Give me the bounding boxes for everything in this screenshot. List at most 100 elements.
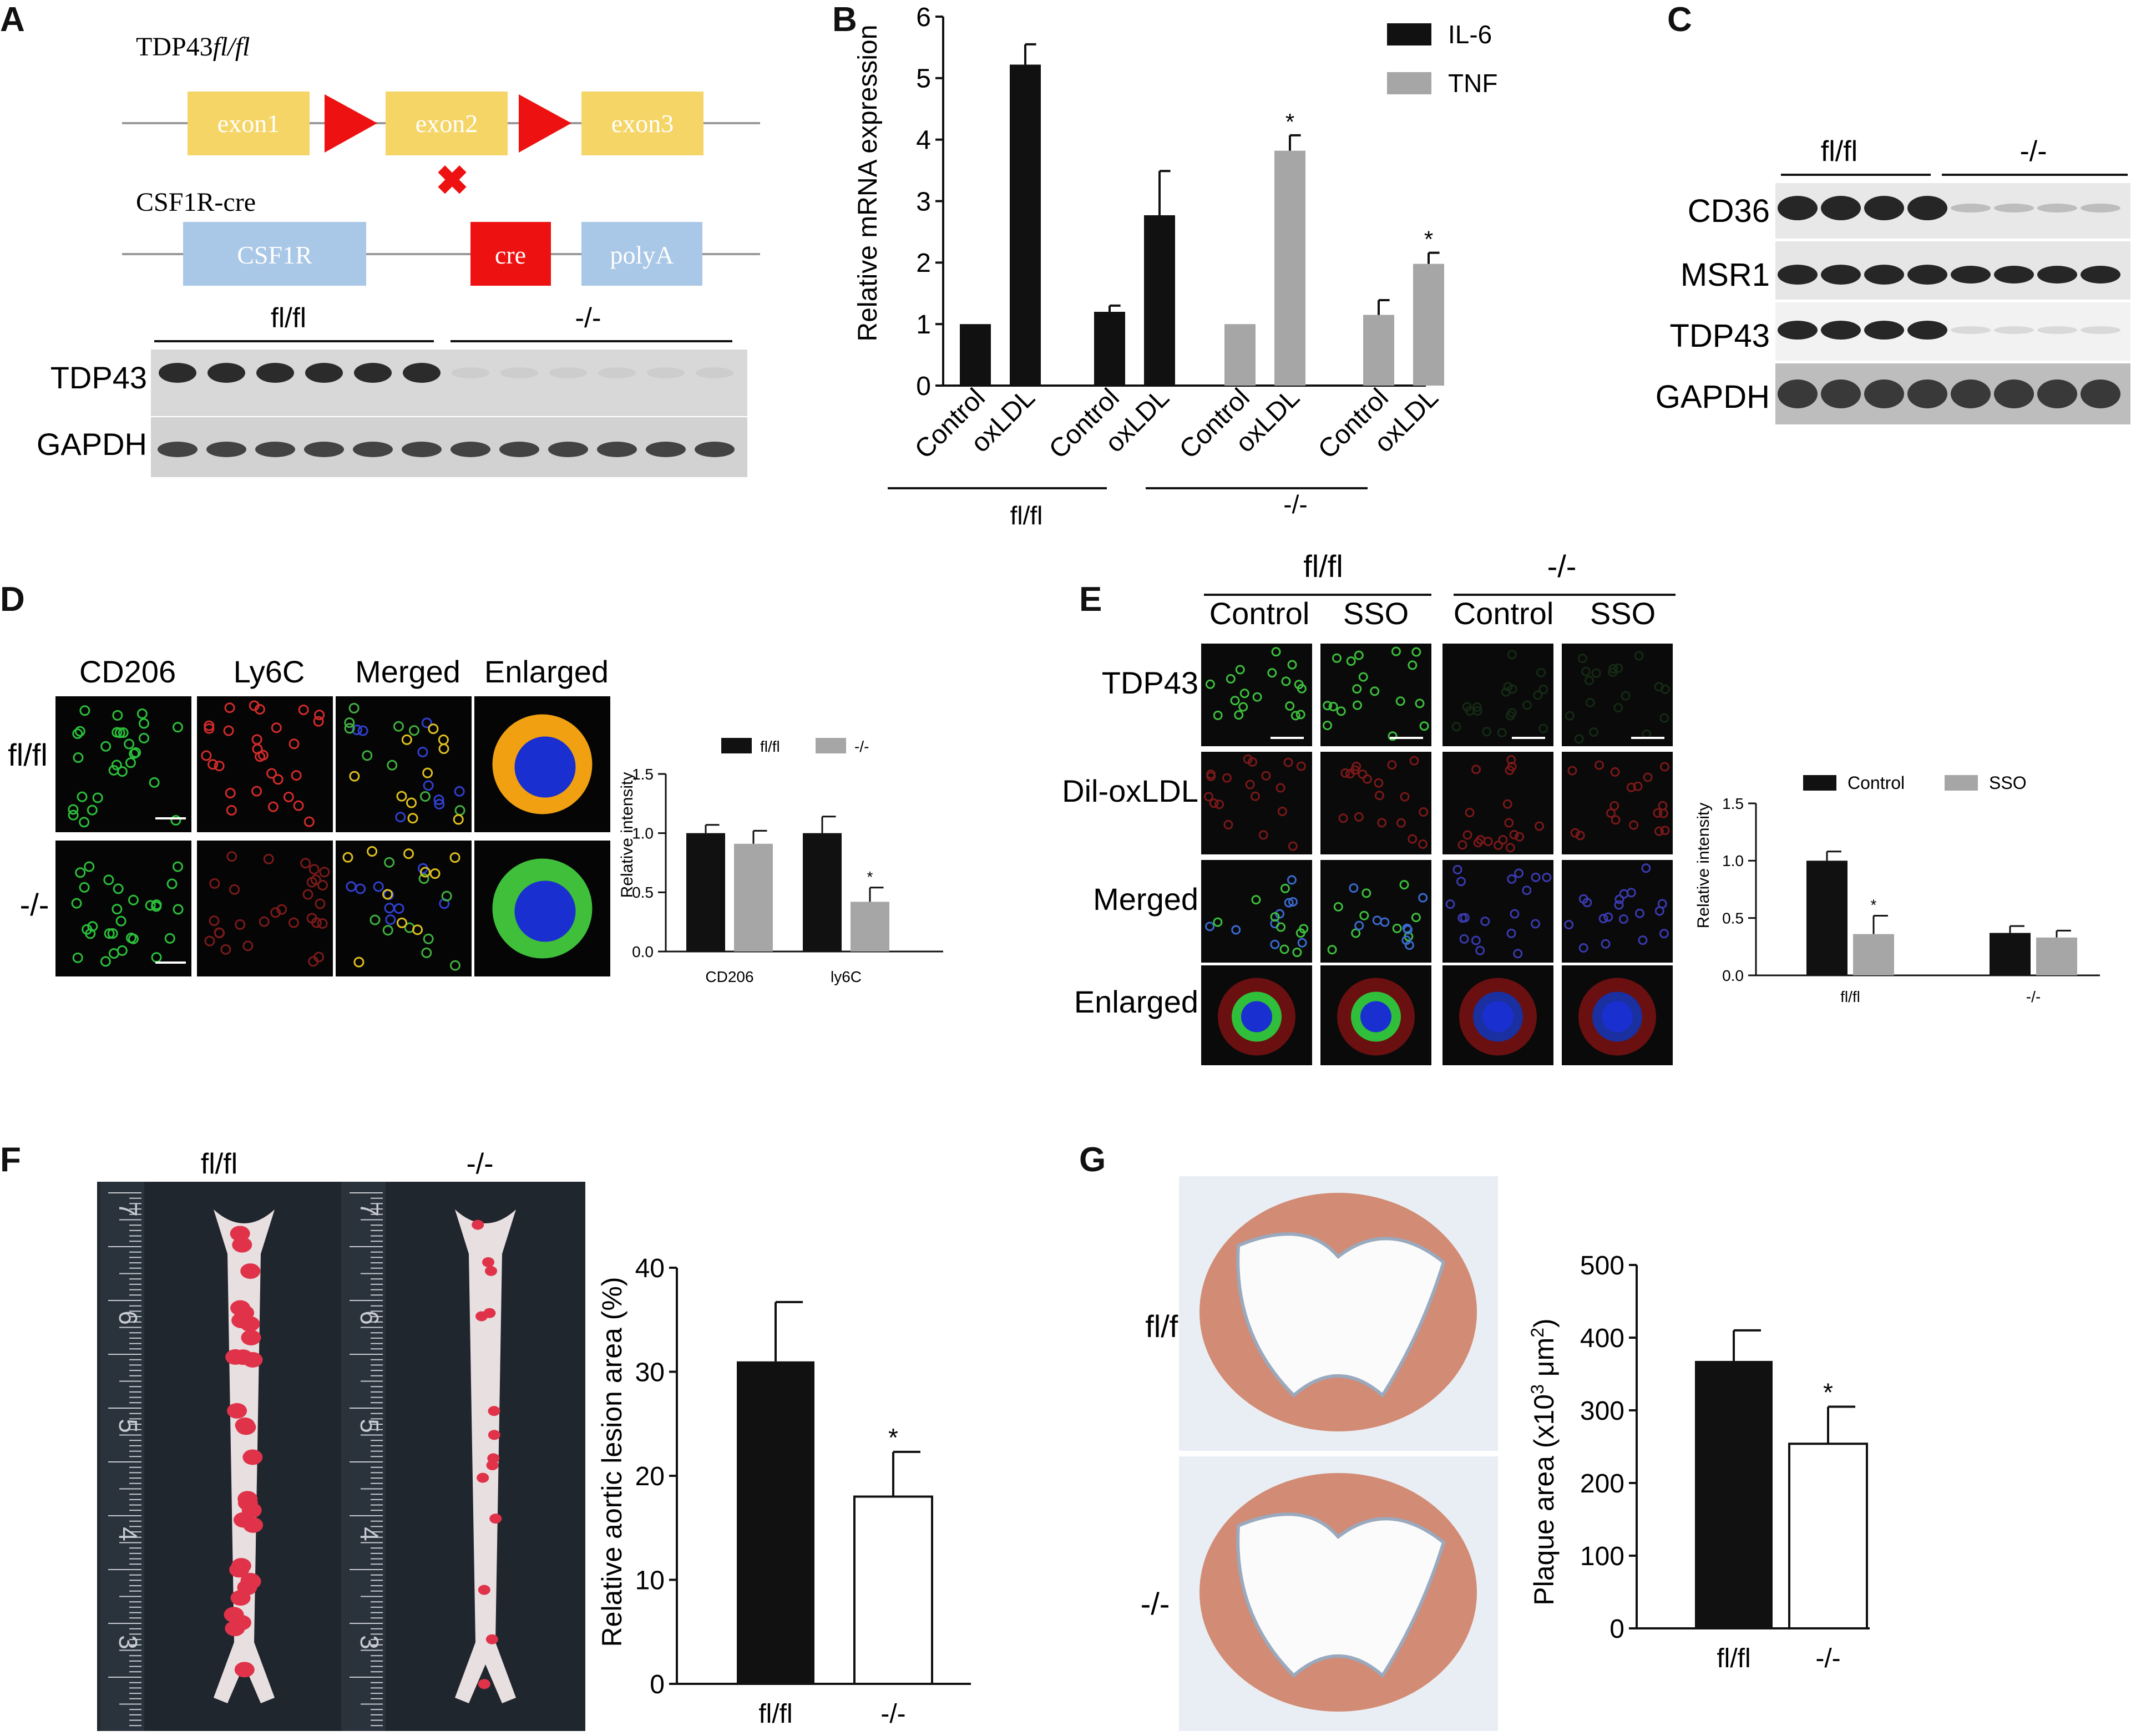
micro-d-cell: [349, 771, 360, 782]
photo-f-ruler-number: 6: [355, 1310, 384, 1325]
micro-d-cell: [393, 721, 404, 732]
micro-e-cell: [1445, 899, 1455, 909]
blot-c-band: [1778, 379, 1818, 408]
micro-d-cell: [419, 867, 431, 878]
micro-e-cell: [1591, 668, 1601, 678]
micro-e-cell: [1654, 826, 1664, 836]
csf1r-box: [183, 222, 366, 286]
micro-e-row-diloxldl: Dil-oxLDL: [1062, 773, 1198, 808]
micro-e-cell: [1226, 674, 1236, 684]
micro-e-cell: [1456, 877, 1466, 887]
blot-a-tdp43-band: [305, 363, 343, 383]
photo-f-lesion: [472, 1219, 484, 1230]
micro-e-cell: [1297, 684, 1307, 694]
micro-e-cell: [1513, 949, 1523, 959]
chart-b-y-tick-label: 3: [916, 187, 931, 216]
micro-e-cell: [1387, 760, 1397, 770]
micro-e-cell: [1531, 872, 1541, 882]
micro-d-row-flfl: fl/fl: [8, 737, 48, 772]
chart-d-legend-swatch: [721, 738, 752, 753]
chart-e-legend-swatch: [1945, 775, 1978, 791]
photo-f-lesion: [231, 1313, 252, 1329]
photo-f-lesion: [234, 1662, 255, 1678]
blot-c-band: [1778, 196, 1818, 220]
photo-f-lesion: [232, 1237, 252, 1253]
blot-c-row-msr1: MSR1: [1681, 257, 1770, 293]
panel-label-a: A: [0, 1, 25, 39]
micro-d-enlarged-nucleus: [514, 736, 576, 798]
blot-a-row-tdp43: TDP43: [50, 360, 147, 395]
micro-d-cell: [220, 944, 231, 955]
chart-b-bar: [1094, 312, 1125, 386]
micro-d-cell: [367, 846, 378, 857]
micro-d-cell: [313, 951, 325, 963]
micro-d-cell: [103, 874, 114, 885]
micro-d-cell: [342, 852, 353, 863]
photo-f-ruler-number: 5: [355, 1419, 384, 1433]
micro-e-cell: [1621, 691, 1631, 701]
panel-f-chart: Relative aortic lesion area (%) 0 10 20 30 4…: [599, 1254, 971, 1729]
micro-d-cell: [408, 725, 419, 736]
micro-e-cell: [1626, 888, 1636, 898]
micro-e-cell: [1270, 912, 1280, 922]
micro-d-cell: [396, 791, 407, 802]
micro-d-cell: [362, 750, 373, 761]
micro-d-cell: [201, 750, 212, 761]
micro-d-cell: [395, 812, 406, 823]
chart-b-legend-tnf: TNF: [1448, 69, 1497, 98]
polya-box: [581, 222, 702, 286]
photo-f-lesion: [240, 1263, 261, 1279]
micro-d-cell: [429, 868, 441, 879]
micro-e-cell: [1582, 898, 1592, 908]
micro-d-cell: [453, 814, 464, 825]
micro-d-cell: [438, 743, 449, 755]
micro-e-cell: [1570, 828, 1580, 838]
micro-d-cell: [434, 798, 445, 809]
micro-e-cell: [1507, 874, 1517, 884]
micro-e-tiles: [1201, 644, 1673, 1065]
micro-d-cell: [288, 738, 300, 750]
chart-b-bar: [1413, 264, 1444, 386]
chart-g-y-tick-label: 500: [1580, 1251, 1624, 1281]
blot-a-tdp43-strip: [151, 350, 747, 416]
micro-d-cell: [370, 914, 381, 925]
blot-c-group-ko: -/-: [2019, 135, 2047, 168]
micro-e-cell: [1567, 766, 1577, 776]
blot-c-band: [1907, 379, 1947, 408]
micro-d-cell: [207, 759, 219, 770]
micro-e-cell: [1465, 808, 1475, 818]
chart-e-bar: [1990, 933, 2031, 975]
micro-e-cell: [1452, 864, 1462, 874]
panel-g-histology: fl/fl -/-: [1141, 1176, 1498, 1731]
micro-e-cell: [1245, 780, 1255, 789]
micro-d-cell: [291, 770, 302, 781]
micro-d-cell: [124, 738, 135, 750]
micro-e-tile: [1201, 860, 1312, 963]
micro-d-col-merged: Merged: [355, 654, 460, 689]
micro-e-cell: [1659, 713, 1669, 723]
chart-e-y-tick-label: 1.0: [1722, 852, 1744, 869]
micro-d-cell: [72, 728, 83, 739]
micro-e-cell: [1531, 919, 1541, 929]
blot-c-band: [2037, 379, 2077, 408]
chart-e-ylabel: Relative intensity: [1694, 803, 1713, 929]
micro-d-cell: [270, 907, 281, 918]
micro-d-tiles: [55, 696, 610, 976]
chart-d-bar: [803, 833, 842, 951]
micro-e-cell: [1595, 760, 1604, 770]
panel-g-chart: Plaque area (x103 μm2) 0 100 200 300 400 500 f…: [1527, 1251, 1870, 1673]
blot-c-band: [2081, 326, 2120, 334]
micro-d-cell: [242, 940, 254, 951]
micro-e-cell: [1506, 928, 1516, 938]
chart-d-legend-label: fl/fl: [760, 738, 780, 755]
micro-e-cell: [1238, 702, 1248, 712]
micro-d-cell: [317, 879, 328, 890]
micro-d-cell: [423, 780, 434, 791]
blot-a-group-ko: -/-: [575, 302, 601, 333]
micro-e-cell: [1473, 838, 1483, 848]
micro-e-enlarged-nucleus: [1602, 1001, 1633, 1033]
micro-d-cell: [68, 809, 79, 821]
micro-d-cell: [170, 815, 181, 826]
histo-g-lumen: [1236, 1232, 1446, 1398]
micro-e-cell: [1205, 922, 1215, 932]
